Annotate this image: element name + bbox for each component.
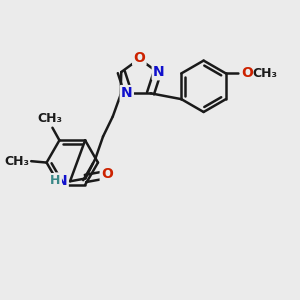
Text: O: O (101, 167, 113, 181)
Text: O: O (134, 50, 145, 64)
Text: O: O (241, 66, 253, 80)
Text: N: N (56, 174, 68, 188)
Text: CH₃: CH₃ (4, 155, 29, 168)
Text: N: N (153, 65, 165, 79)
Text: CH₃: CH₃ (38, 112, 63, 125)
Text: N: N (121, 86, 133, 100)
Text: H: H (50, 174, 61, 187)
Text: CH₃: CH₃ (252, 67, 278, 80)
